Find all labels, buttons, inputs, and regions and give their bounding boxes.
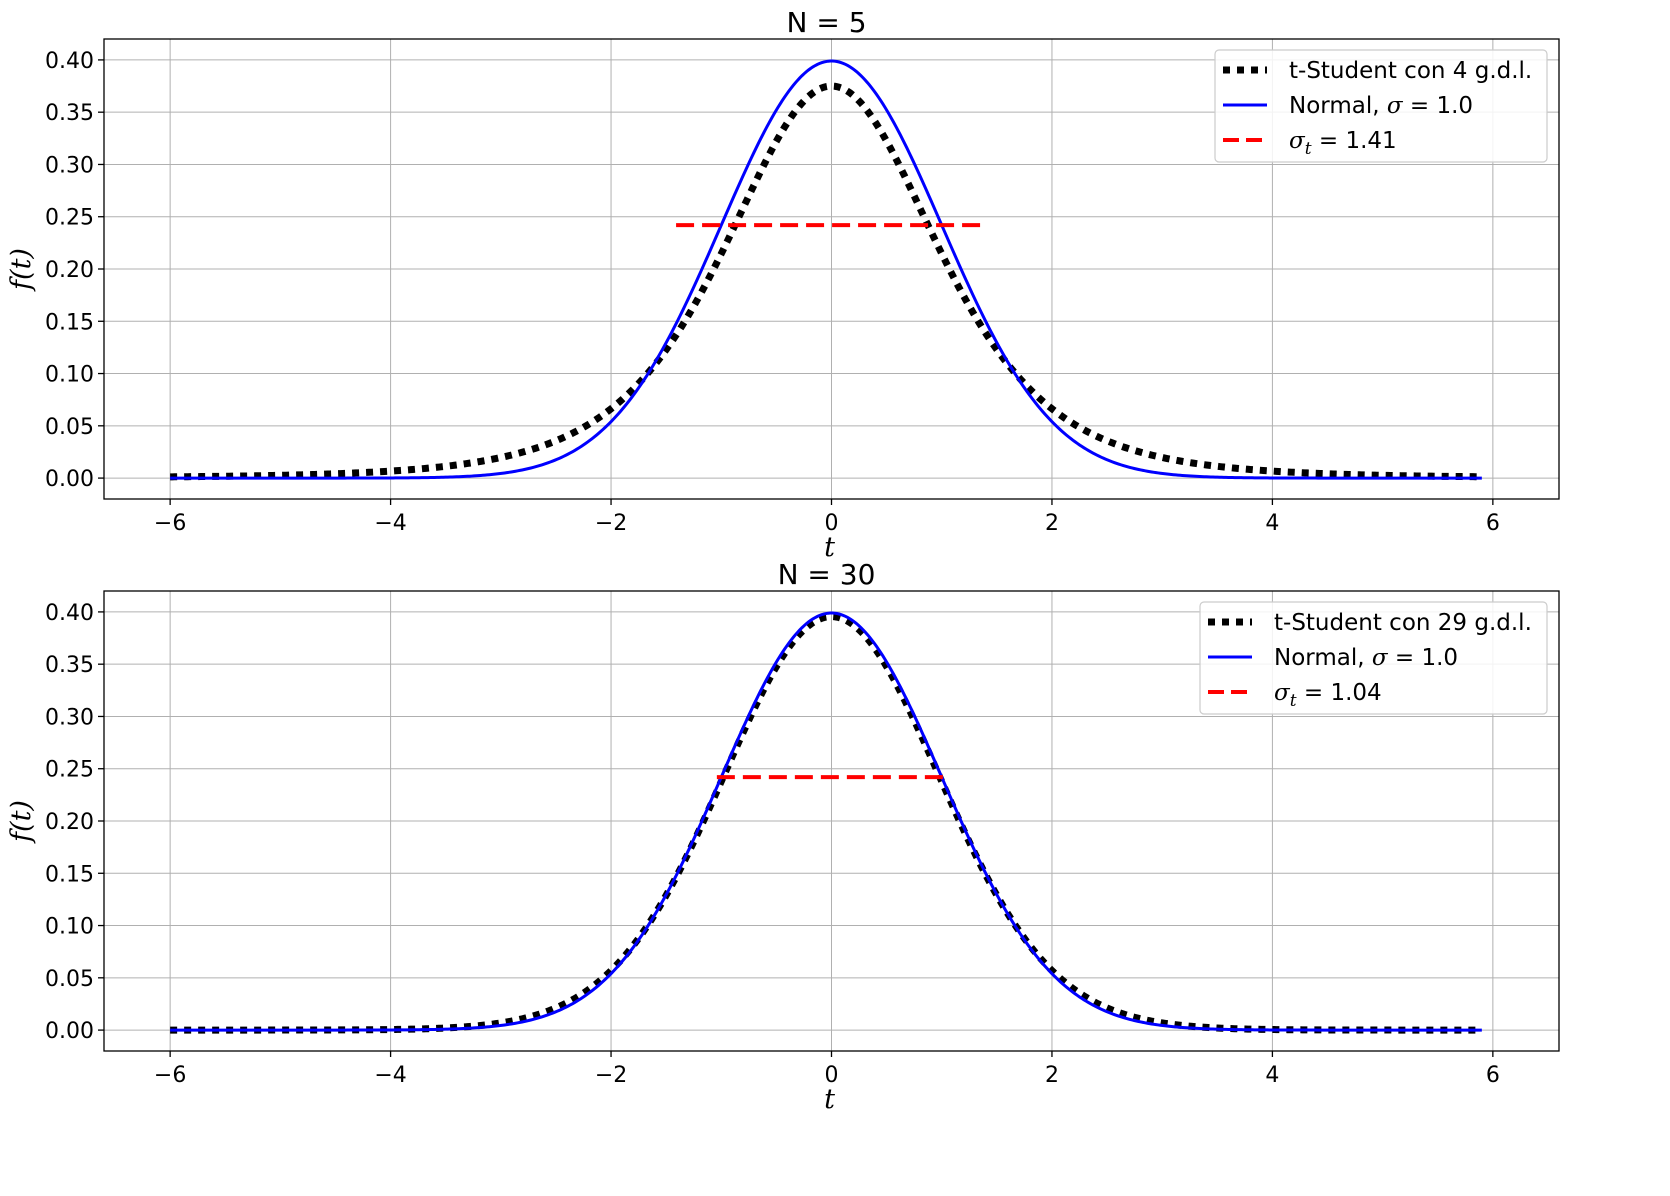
subplot-1: −6 −4 −2 0 2 4 6 0.00 0.05 0.10 0.15 0.20 0.25 0.30 0.… xyxy=(6,6,1560,563)
y-tick-label: 0.40 xyxy=(45,601,94,626)
x-axis-label: t xyxy=(824,532,835,563)
legend-entry: t-Student con 4 g.d.l. xyxy=(1289,58,1532,84)
x-tick-label: −4 xyxy=(374,511,406,536)
y-tick-label: 0.15 xyxy=(45,862,94,887)
legend: t-Student con 4 g.d.l. Normal, σ = 1.0 σt … xyxy=(1214,49,1548,163)
x-tick-label: 4 xyxy=(1265,511,1279,536)
x-axis-label: t xyxy=(824,1084,835,1115)
x-tick-label: 0 xyxy=(825,1063,839,1088)
x-tick-label: 2 xyxy=(1045,1063,1059,1088)
y-tick-label: 0.35 xyxy=(45,101,94,126)
t-student-curve xyxy=(170,82,1482,481)
y-tick-label: 0.20 xyxy=(45,810,94,835)
x-tick-label: −2 xyxy=(595,511,627,536)
x-tick-label: −2 xyxy=(595,1063,627,1088)
y-tick-label: 0.15 xyxy=(45,310,94,335)
x-tick-label: 4 xyxy=(1265,1063,1279,1088)
x-tick-label: −6 xyxy=(154,511,186,536)
y-tick-label: 0.30 xyxy=(45,153,94,178)
legend-frame xyxy=(1199,601,1548,715)
legend-entry: σt = 1.41 xyxy=(1289,128,1397,159)
x-tick-label: −6 xyxy=(154,1063,186,1088)
x-tick-label: 0 xyxy=(825,511,839,536)
y-tick-label: 0.00 xyxy=(45,467,94,492)
plot-area xyxy=(170,59,1482,481)
y-tick-label: 0.25 xyxy=(45,206,94,231)
normal-curve xyxy=(170,611,1482,1032)
legend-entry: Normal, σ = 1.0 xyxy=(1289,93,1473,119)
y-axis-label: f(t) xyxy=(6,248,37,292)
subplot-2: −6 −4 −2 0 2 4 6 0.00 0.05 0.10 0.15 0.20 0.25 0.30 0.… xyxy=(6,558,1560,1115)
legend-entry: t-Student con 29 g.d.l. xyxy=(1274,610,1532,636)
plot-area xyxy=(170,611,1482,1034)
x-tick-label: 2 xyxy=(1045,511,1059,536)
normal-curve xyxy=(170,59,1482,480)
y-tick-label: 0.05 xyxy=(45,415,94,440)
y-tick-label: 0.35 xyxy=(45,653,94,678)
y-tick-label: 0.00 xyxy=(45,1019,94,1044)
y-tick-label: 0.10 xyxy=(45,915,94,940)
y-tick-label: 0.20 xyxy=(45,258,94,283)
y-tick-label: 0.25 xyxy=(45,758,94,783)
chart-title: N = 30 xyxy=(778,558,876,591)
y-tick-label: 0.40 xyxy=(45,49,94,74)
x-tick-label: 6 xyxy=(1486,511,1500,536)
x-tick-label: −4 xyxy=(374,1063,406,1088)
x-tick-label: 6 xyxy=(1486,1063,1500,1088)
legend-entry: Normal, σ = 1.0 xyxy=(1274,645,1458,671)
y-tick-label: 0.30 xyxy=(45,705,94,730)
chart-title: N = 5 xyxy=(786,6,866,39)
y-axis-label: f(t) xyxy=(6,800,37,844)
legend-frame xyxy=(1214,49,1548,163)
y-tick-label: 0.10 xyxy=(45,363,94,388)
legend: t-Student con 29 g.d.l. Normal, σ = 1.0 σt… xyxy=(1199,601,1548,715)
legend-entry: σt = 1.04 xyxy=(1274,680,1382,711)
y-tick-label: 0.05 xyxy=(45,967,94,992)
